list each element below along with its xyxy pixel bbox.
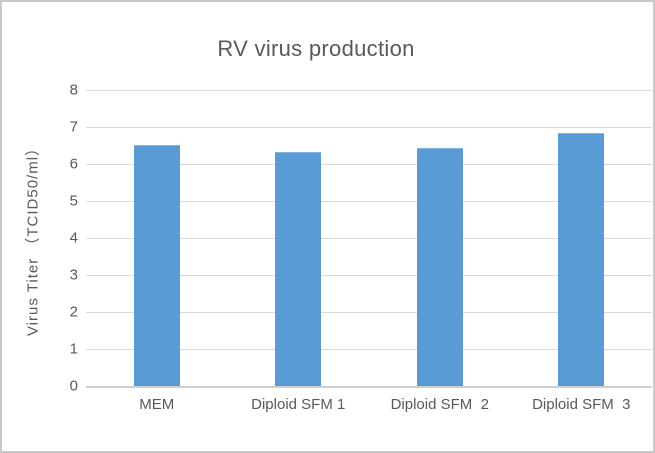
y-tick-label: 2 <box>69 303 78 321</box>
y-tick-label: 4 <box>69 229 78 247</box>
y-tick-label: 1 <box>69 340 78 358</box>
x-axis-label: Diploid SFM 2 <box>390 396 489 413</box>
x-axis-labels: MEM Diploid SFM 1 Diploid SFM 2 Diploid SFM… <box>86 396 652 413</box>
gridline <box>86 275 652 276</box>
y-tick-label: 7 <box>69 118 78 136</box>
bar-diploid-sfm-3 <box>558 133 605 386</box>
chart-title: RV virus production <box>217 36 415 61</box>
y-axis-tick-labels: 0 1 2 3 4 5 6 7 8 <box>40 82 78 395</box>
x-axis-label: Diploid SFM 1 <box>251 396 346 413</box>
y-tick-label: 3 <box>69 266 78 284</box>
x-axis-label: MEM <box>139 396 175 413</box>
bar-diploid-sfm-1 <box>275 151 322 386</box>
gridline <box>86 201 652 202</box>
y-tick-label: 6 <box>69 155 78 173</box>
gridline <box>86 312 652 313</box>
y-tick-label: 0 <box>69 377 78 395</box>
y-tick-label: 5 <box>69 192 78 210</box>
x-axis-label: Diploid SFM 3 <box>532 396 631 413</box>
bar-diploid-sfm-2 <box>416 148 463 386</box>
gridline <box>86 238 652 239</box>
gridline <box>86 90 652 91</box>
gridline <box>86 349 652 350</box>
gridline <box>86 127 652 128</box>
gridline <box>86 164 652 165</box>
bar-mem <box>133 144 180 386</box>
y-tick-label: 8 <box>69 81 78 99</box>
plot-area <box>86 90 652 388</box>
